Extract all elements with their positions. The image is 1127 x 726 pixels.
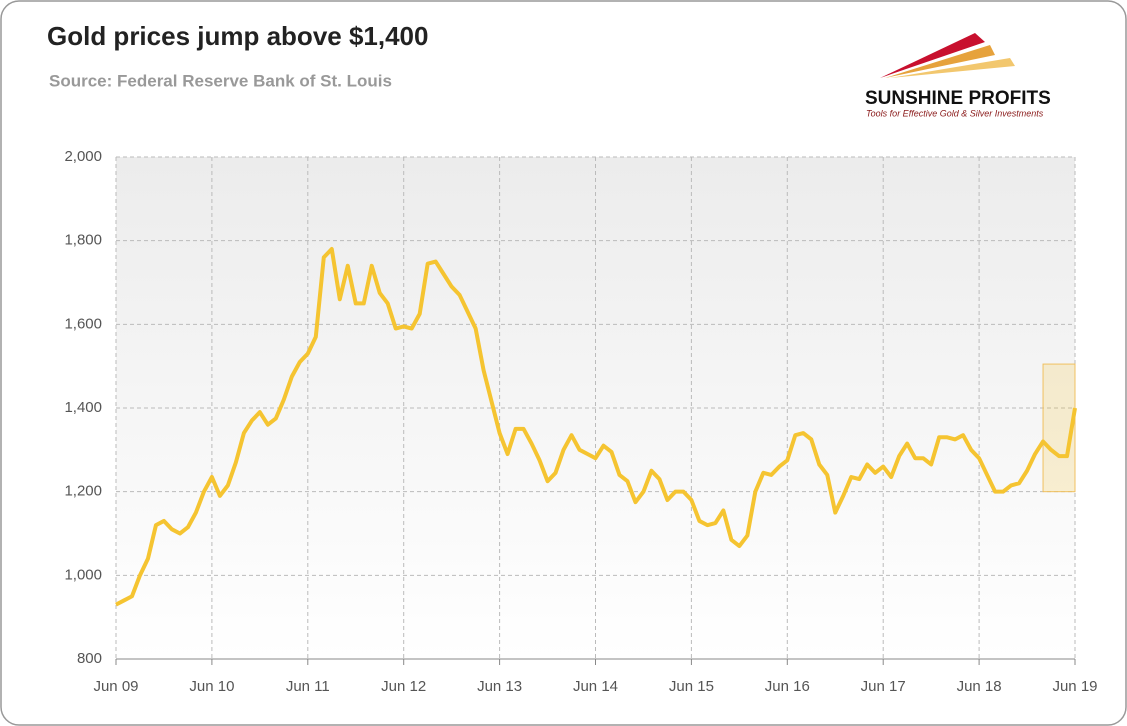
x-tick-label: Jun 17: [861, 678, 906, 695]
logo-tagline: Tools for Effective Gold & Silver Invest…: [866, 108, 1044, 118]
x-tick-label: Jun 10: [189, 678, 234, 695]
x-tick-label: Jun 16: [765, 678, 810, 695]
x-tick-label: Jun 19: [1052, 678, 1097, 695]
logo-name: SUNSHINE PROFITS: [865, 88, 1051, 109]
x-tick-label: Jun 11: [286, 678, 330, 695]
y-tick-label: 2,000: [64, 148, 102, 165]
y-tick-label: 1,800: [64, 232, 102, 249]
x-tick-label: Jun 15: [669, 678, 714, 695]
y-tick-label: 1,400: [64, 399, 102, 416]
y-tick-label: 800: [77, 650, 102, 667]
logo-ray: [880, 33, 985, 78]
chart-title: Gold prices jump above $1,400: [47, 21, 428, 51]
y-tick-label: 1,600: [64, 315, 102, 332]
logo: SUNSHINE PROFITS Tools for Effective Gol…: [865, 33, 1051, 118]
x-tick-label: Jun 13: [477, 678, 522, 695]
logo-ray: [890, 58, 1015, 78]
x-tick-label: Jun 18: [957, 678, 1002, 695]
y-tick-label: 1,200: [64, 483, 102, 500]
x-tick-label: Jun 14: [573, 678, 618, 695]
y-tick-label: 1,000: [64, 566, 102, 583]
data-line: [115, 247, 1077, 607]
x-tick-label: Jun 09: [93, 678, 138, 695]
logo-ray: [885, 45, 995, 78]
highlight-box: [1042, 363, 1076, 493]
x-tick-label: Jun 12: [381, 678, 426, 695]
chart-subtitle: Source: Federal Reserve Bank of St. Loui…: [49, 71, 392, 90]
